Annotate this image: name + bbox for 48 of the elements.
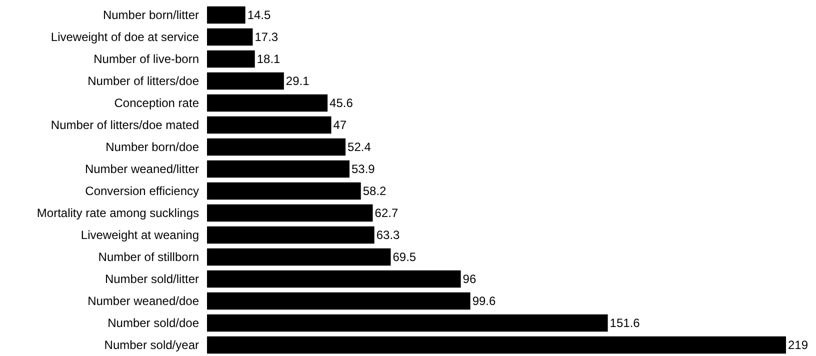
y-tick-label: Number of litters/doe mated bbox=[50, 118, 199, 132]
y-tick-label: Conversion efficiency bbox=[85, 184, 199, 198]
data-label: 17.3 bbox=[254, 30, 278, 44]
data-label: 14.5 bbox=[247, 8, 272, 22]
bar bbox=[207, 6, 246, 24]
bar bbox=[207, 314, 608, 332]
data-label: 58.2 bbox=[362, 184, 387, 198]
bar bbox=[207, 248, 391, 266]
bar bbox=[207, 50, 255, 68]
y-tick-label: Number sold/litter bbox=[104, 272, 200, 286]
y-tick-label: Number of litters/doe bbox=[88, 74, 200, 88]
y-tick-label: Number weaned/doe bbox=[88, 294, 200, 308]
y-tick-label: Number of live-born bbox=[94, 52, 199, 66]
y-tick-label: Number weaned/litter bbox=[84, 162, 199, 176]
bar bbox=[207, 160, 350, 178]
data-label: 151.6 bbox=[610, 316, 640, 330]
bar bbox=[207, 94, 328, 112]
y-tick-label: Liveweight at weaning bbox=[80, 228, 199, 242]
bar bbox=[207, 182, 361, 200]
data-label: 52.4 bbox=[348, 140, 372, 154]
y-tick-label: Conception rate bbox=[114, 96, 200, 110]
bar bbox=[207, 72, 284, 90]
y-tick-label: Number of stillborn bbox=[98, 250, 199, 264]
data-label: 47 bbox=[333, 118, 347, 132]
data-label: 53.9 bbox=[352, 162, 376, 176]
y-tick-label: Number sold/doe bbox=[108, 316, 200, 330]
data-label: 69.5 bbox=[392, 250, 416, 264]
bar bbox=[207, 270, 461, 288]
y-tick-label: Mortality rate among sucklings bbox=[36, 206, 199, 220]
bar bbox=[207, 116, 332, 134]
bar bbox=[207, 204, 373, 222]
data-label: 62.7 bbox=[374, 206, 398, 220]
data-label: 96 bbox=[462, 272, 476, 286]
bar bbox=[207, 292, 470, 310]
y-tick-label: Liveweight of doe at service bbox=[50, 30, 200, 44]
data-label: 18.1 bbox=[256, 52, 281, 66]
bar bbox=[207, 28, 253, 46]
data-label: 99.6 bbox=[472, 294, 496, 308]
data-label: 63.3 bbox=[376, 228, 400, 242]
data-label: 45.6 bbox=[330, 96, 354, 110]
y-tick-label: Number born/litter bbox=[102, 8, 199, 22]
y-tick-label: Number born/doe bbox=[106, 140, 200, 154]
bar bbox=[207, 226, 374, 244]
y-tick-label: Number sold/year bbox=[104, 338, 199, 352]
data-label: 219 bbox=[788, 338, 808, 352]
bar bbox=[207, 336, 786, 354]
bar bbox=[207, 138, 346, 156]
data-label: 29.1 bbox=[286, 74, 310, 88]
